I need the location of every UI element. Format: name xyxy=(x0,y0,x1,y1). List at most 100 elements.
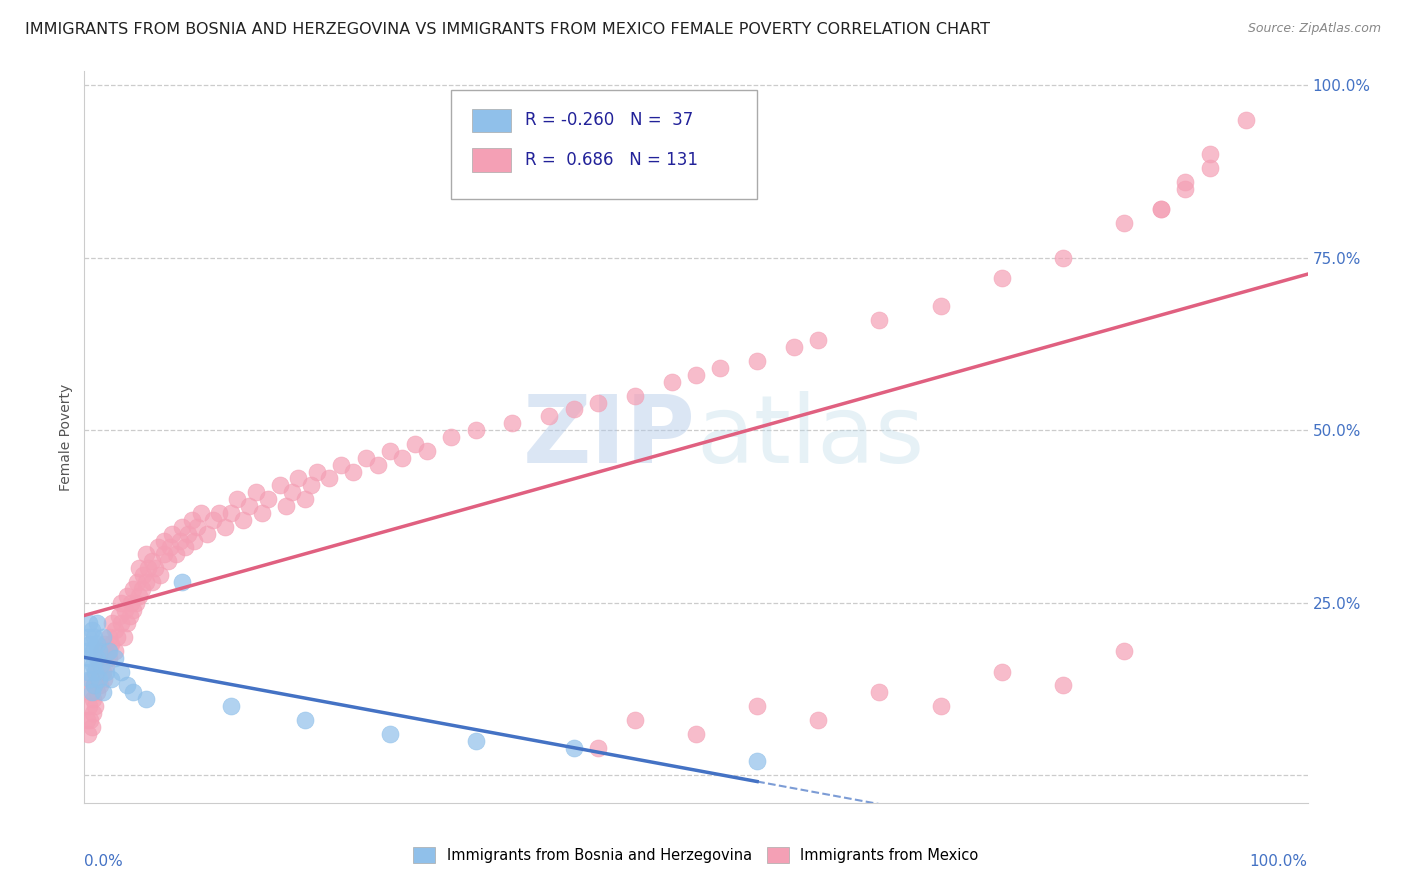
Point xyxy=(1198,147,1220,161)
Point xyxy=(86,637,108,651)
Point xyxy=(122,602,145,616)
Point xyxy=(269,478,291,492)
Point xyxy=(162,526,184,541)
Point xyxy=(115,678,138,692)
Point xyxy=(77,630,100,644)
Point xyxy=(141,554,163,568)
Point xyxy=(79,637,101,651)
FancyBboxPatch shape xyxy=(451,90,758,200)
Point xyxy=(172,520,194,534)
Point xyxy=(125,574,148,589)
Y-axis label: Female Poverty: Female Poverty xyxy=(59,384,73,491)
Point xyxy=(276,499,298,513)
Point xyxy=(1174,182,1197,196)
Point xyxy=(110,616,132,631)
Point xyxy=(82,657,104,672)
Point xyxy=(294,713,316,727)
Point xyxy=(76,644,98,658)
Point xyxy=(149,568,172,582)
Point xyxy=(91,685,114,699)
Point xyxy=(991,271,1014,285)
Point xyxy=(77,727,100,741)
Point xyxy=(1114,644,1136,658)
Point xyxy=(201,513,224,527)
Point xyxy=(232,513,254,527)
Point xyxy=(110,596,132,610)
Point xyxy=(97,644,120,658)
Point xyxy=(807,334,830,348)
Point xyxy=(440,430,463,444)
Point xyxy=(305,465,328,479)
Point xyxy=(80,685,103,699)
Point xyxy=(128,589,150,603)
Point xyxy=(173,541,195,555)
Point xyxy=(91,630,114,644)
Point xyxy=(238,499,260,513)
Point xyxy=(159,541,181,555)
Point xyxy=(84,665,107,679)
Point xyxy=(79,713,101,727)
Point xyxy=(89,678,111,692)
Point xyxy=(79,672,101,686)
Point xyxy=(186,520,208,534)
Point xyxy=(82,706,104,720)
Point xyxy=(391,450,413,465)
Point xyxy=(586,740,609,755)
Point xyxy=(105,630,128,644)
Point xyxy=(110,665,132,679)
Point xyxy=(747,699,769,714)
Point xyxy=(685,727,707,741)
Point xyxy=(141,574,163,589)
Point xyxy=(354,450,377,465)
Point xyxy=(624,389,647,403)
Point xyxy=(87,672,110,686)
Point xyxy=(97,644,120,658)
Point xyxy=(214,520,236,534)
Point xyxy=(464,423,486,437)
Point xyxy=(1150,202,1173,217)
Point xyxy=(125,596,148,610)
FancyBboxPatch shape xyxy=(472,148,512,171)
Point xyxy=(165,548,187,562)
Point xyxy=(114,602,136,616)
Point xyxy=(104,644,127,658)
Point xyxy=(250,506,273,520)
Point xyxy=(661,375,683,389)
Point xyxy=(991,665,1014,679)
Text: atlas: atlas xyxy=(696,391,924,483)
Point xyxy=(747,755,769,769)
Point xyxy=(172,574,194,589)
Point xyxy=(1174,175,1197,189)
Point xyxy=(146,541,169,555)
Point xyxy=(83,630,105,644)
Point xyxy=(80,624,103,638)
Point xyxy=(562,740,585,755)
Point xyxy=(132,568,155,582)
Point xyxy=(120,596,142,610)
Text: 100.0%: 100.0% xyxy=(1250,854,1308,869)
Point xyxy=(281,485,304,500)
Point xyxy=(219,699,242,714)
Point xyxy=(87,672,110,686)
Point xyxy=(80,720,103,734)
Point xyxy=(807,713,830,727)
Point xyxy=(91,651,114,665)
Point xyxy=(1236,112,1258,127)
Point xyxy=(257,492,280,507)
Point xyxy=(416,443,439,458)
Point xyxy=(294,492,316,507)
Point xyxy=(97,651,120,665)
Point xyxy=(318,471,340,485)
Point xyxy=(685,368,707,382)
Point xyxy=(404,437,426,451)
Point xyxy=(380,727,402,741)
Point xyxy=(226,492,249,507)
Point xyxy=(82,644,104,658)
Point xyxy=(181,513,204,527)
Point xyxy=(77,665,100,679)
Point xyxy=(245,485,267,500)
Point xyxy=(87,644,110,658)
Point xyxy=(115,616,138,631)
Point xyxy=(96,665,118,679)
Point xyxy=(76,713,98,727)
